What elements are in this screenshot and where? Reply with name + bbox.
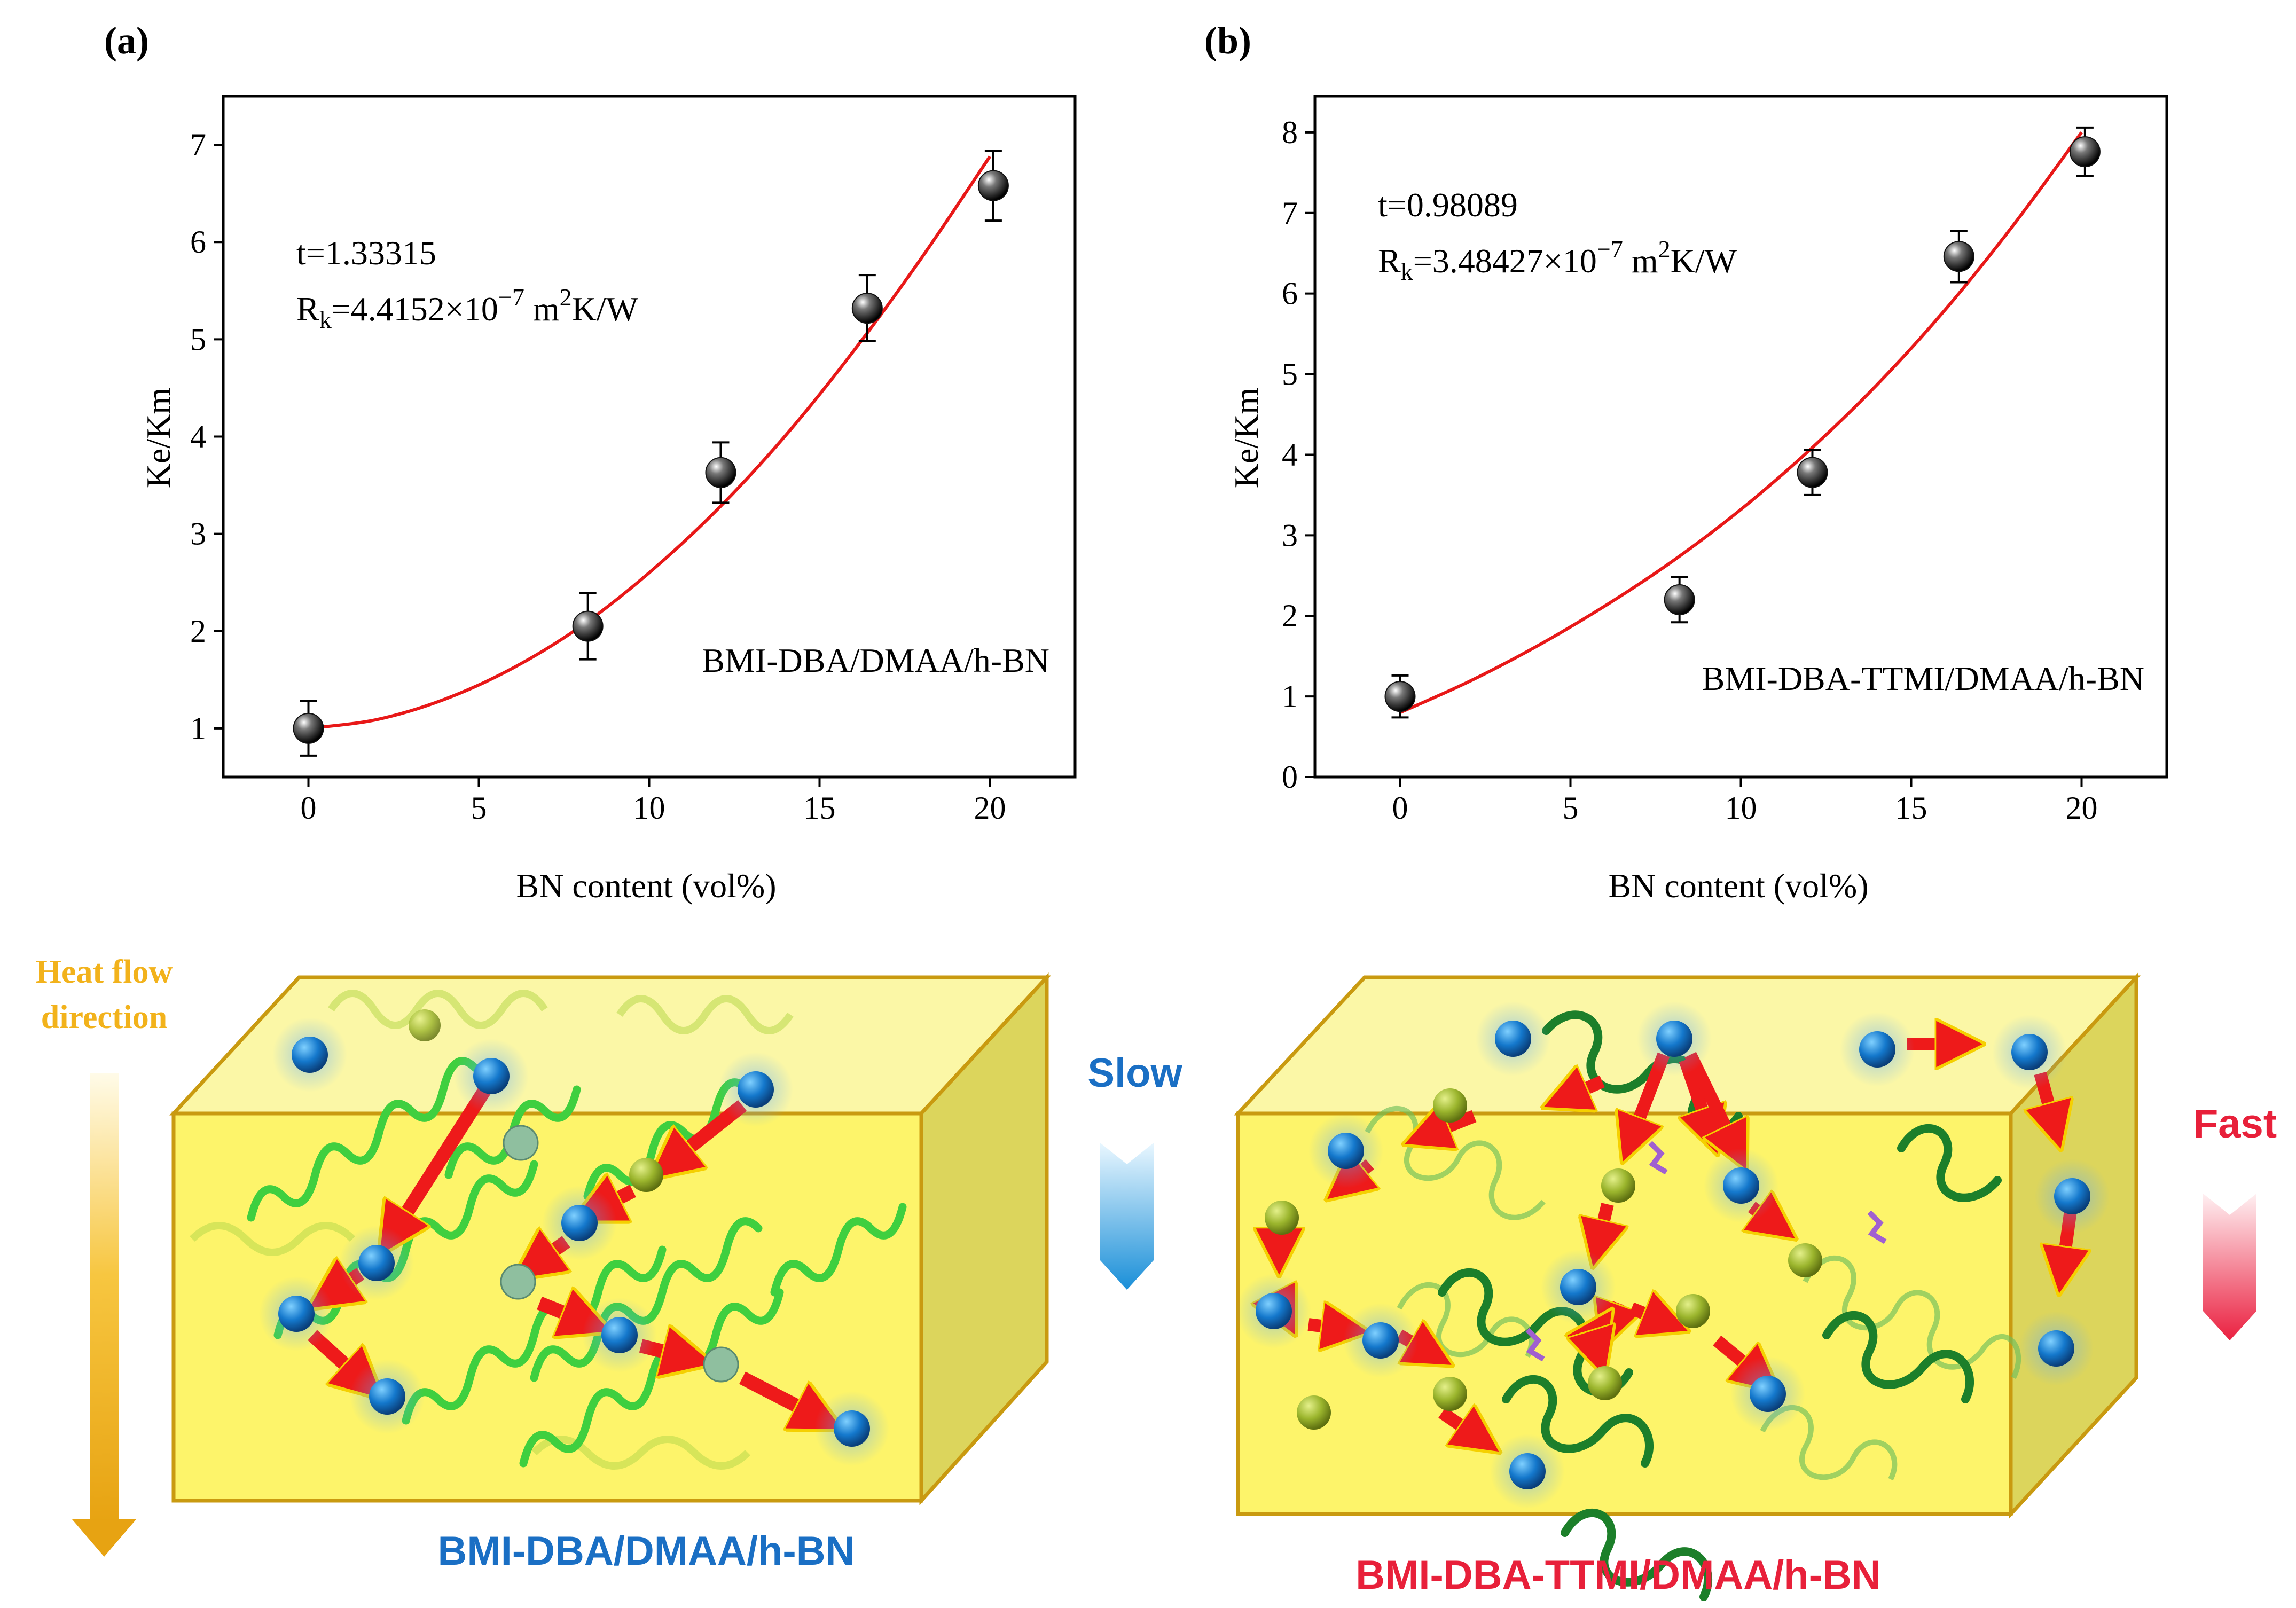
heat-flow-arrow <box>72 1073 136 1557</box>
y-tick-label: 1 <box>190 711 206 746</box>
y-tick-label: 5 <box>190 321 206 357</box>
panel-label-a: (a) <box>104 19 149 62</box>
data-marker <box>1664 584 1695 616</box>
slow-arrow <box>1100 1143 1154 1290</box>
y-tick-label: 7 <box>190 127 206 162</box>
data-marker <box>1384 681 1416 712</box>
x-tick-label: 20 <box>974 790 1006 826</box>
y-tick-label: 0 <box>1282 759 1298 795</box>
points-b <box>1384 126 2101 719</box>
left-caption: BMI-DBA/DMAA/h-BN <box>438 1528 855 1574</box>
y-tick-label: 4 <box>190 419 206 454</box>
bn-particles-right <box>1236 1001 2110 1509</box>
fast-label: Fast <box>2193 1101 2277 1147</box>
data-point <box>2069 126 2101 177</box>
data-point <box>1664 576 1695 624</box>
y-tick-label: 4 <box>1282 437 1298 472</box>
data-point <box>851 274 883 342</box>
y-tick-label: 7 <box>1282 195 1298 231</box>
x-tick-label: 0 <box>301 790 317 826</box>
y-tick-label: 5 <box>1282 357 1298 392</box>
x-tick-label: 0 <box>1392 790 1408 826</box>
data-point <box>1384 674 1416 719</box>
data-point <box>1943 229 1974 284</box>
y-tick-label: 2 <box>190 614 206 649</box>
x-axis-title-b: BN content (vol%) <box>1609 867 1869 905</box>
data-marker <box>1943 241 1974 272</box>
right-caption: BMI-DBA-TTMI/DMAA/h-BN <box>1355 1552 1881 1598</box>
sample-label-a: BMI-DBA/DMAA/h-BN <box>702 641 1049 679</box>
data-marker <box>705 457 736 488</box>
heat-flow-label-line1: Heat flow <box>36 954 173 990</box>
slow-label: Slow <box>1087 1050 1182 1096</box>
fast-arrow <box>2203 1194 2256 1340</box>
data-marker <box>1797 457 1828 488</box>
points-a <box>293 150 1009 757</box>
y-tick-label: 6 <box>1282 276 1298 311</box>
bn-particles-left <box>259 1009 889 1466</box>
data-point <box>572 592 604 661</box>
data-point <box>977 150 1009 222</box>
x-axis-title-a: BN content (vol%) <box>516 867 777 905</box>
x-tick-label: 5 <box>471 790 487 826</box>
y-tick-label: 3 <box>190 516 206 552</box>
chart-a: (a) 0 5 10 15 20 1 2 3 4 5 6 7 BN content (vol%) Ke… <box>104 19 1077 905</box>
t-value-b: t=0.98089 <box>1378 186 1518 224</box>
x-tick-label: 10 <box>1725 790 1757 826</box>
y-tick-label: 3 <box>1282 517 1298 553</box>
data-point <box>705 441 736 504</box>
x-tick-label: 15 <box>1895 790 1927 826</box>
schematic-right: Fast BMI-DBA-TTMI/DMAA/h-BN <box>1233 972 2277 1601</box>
data-marker <box>572 610 604 642</box>
rk-value-a: Rk=4.4152×10−7 m2K/W <box>296 284 639 333</box>
data-marker <box>2069 136 2101 168</box>
schematic-left: Heat flow direction <box>36 954 1183 1574</box>
ticks-a: 0 5 10 15 20 1 2 3 4 5 6 7 <box>190 127 1006 826</box>
x-tick-label: 20 <box>2066 790 2098 826</box>
x-tick-label: 5 <box>1563 790 1579 826</box>
data-marker <box>293 712 324 744</box>
fit-curve-b <box>1399 131 2083 715</box>
data-point <box>293 700 324 757</box>
fit-curve-a <box>308 155 991 730</box>
x-tick-label: 10 <box>633 790 665 826</box>
ticks-b: 0 5 10 15 20 0 1 2 3 4 5 6 7 8 <box>1282 115 2098 826</box>
y-axis-title-b: Ke/Km <box>1227 388 1265 488</box>
y-tick-label: 1 <box>1282 679 1298 714</box>
sample-label-b: BMI-DBA-TTMI/DMAA/h-BN <box>1702 660 2144 697</box>
y-axis-title-a: Ke/Km <box>139 388 177 488</box>
panel-label-b: (b) <box>1204 19 1251 62</box>
data-point <box>1797 449 1828 496</box>
t-value-a: t=1.33315 <box>296 234 436 272</box>
y-tick-label: 2 <box>1282 598 1298 633</box>
data-marker <box>851 293 883 324</box>
heat-flow-label-line2: direction <box>41 999 168 1036</box>
x-tick-label: 15 <box>804 790 836 826</box>
data-marker <box>977 170 1009 201</box>
y-tick-label: 8 <box>1282 115 1298 150</box>
rk-value-b: Rk=3.48427×10−7 m2K/W <box>1378 236 1737 285</box>
y-tick-label: 6 <box>190 224 206 260</box>
background-chains-left <box>190 990 794 1470</box>
